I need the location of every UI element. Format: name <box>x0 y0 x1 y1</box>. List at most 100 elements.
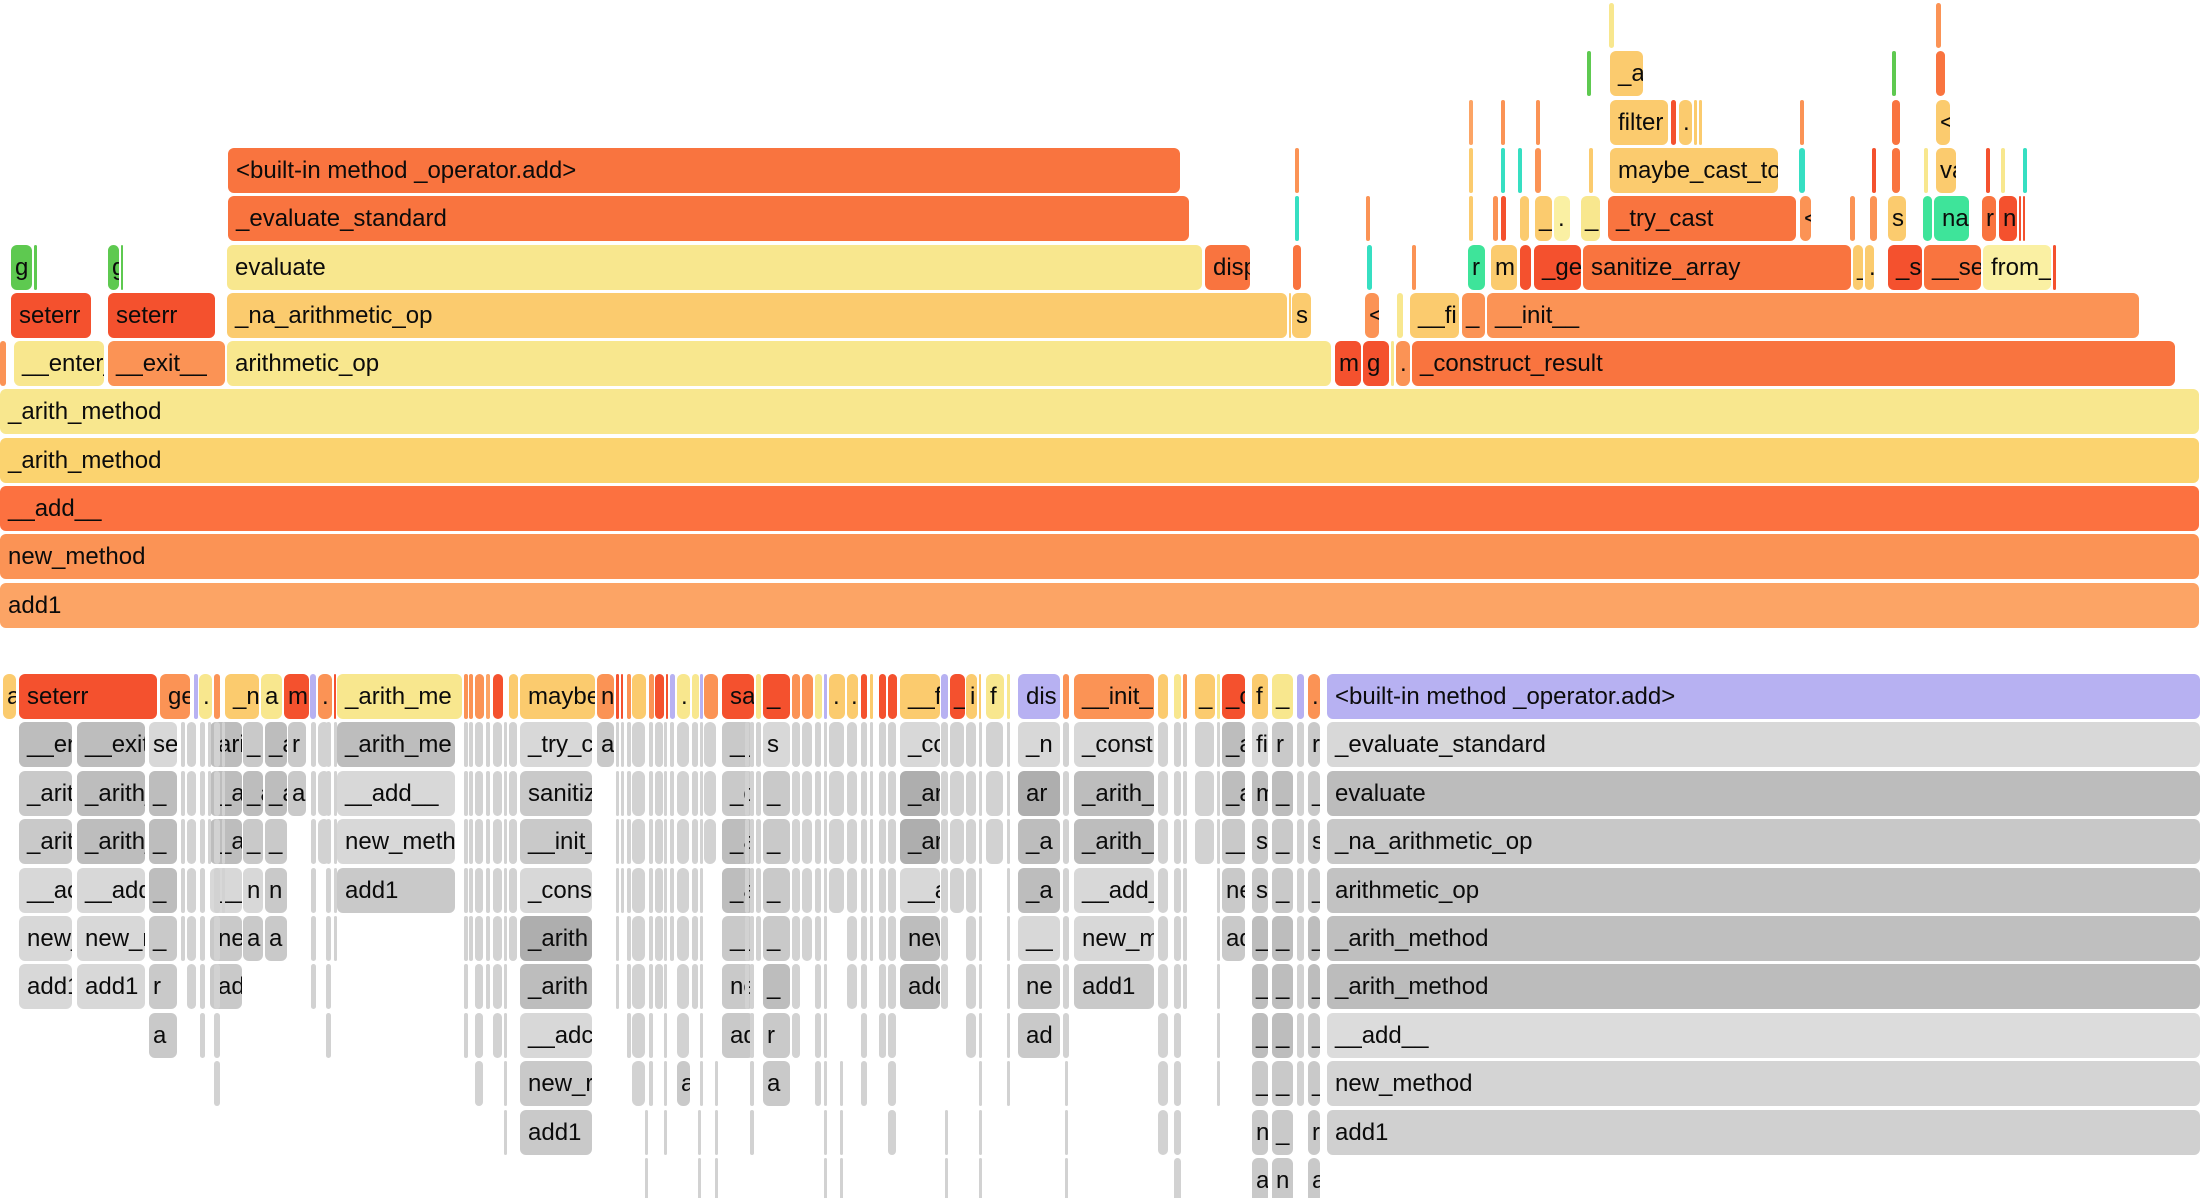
frame-tail[interactable] <box>815 916 821 961</box>
frame-tail[interactable] <box>187 819 196 864</box>
frame-cell[interactable]: _try_c <box>520 722 592 767</box>
frame-tail[interactable] <box>950 868 964 913</box>
frame-bar[interactable]: < <box>1936 100 1950 145</box>
frame-tail[interactable] <box>677 771 689 816</box>
frame-cell[interactable]: s <box>1252 868 1268 913</box>
frame-tail[interactable] <box>888 1110 896 1155</box>
frame-tail[interactable] <box>664 819 667 864</box>
frame-sliver[interactable] <box>1007 674 1010 719</box>
frame-tail[interactable] <box>1007 1013 1010 1058</box>
frame-tail[interactable] <box>616 722 619 767</box>
frame-tail[interactable] <box>187 964 196 1009</box>
frame-tail[interactable] <box>677 868 689 913</box>
frame-tail[interactable] <box>692 916 698 961</box>
frame-sliver[interactable] <box>1469 196 1473 241</box>
frame-cell[interactable]: __add__ <box>1327 1013 2200 1058</box>
frame-cell[interactable]: ad <box>1222 916 1245 961</box>
frame-tail[interactable] <box>979 964 982 1009</box>
frame-tail[interactable] <box>1297 1061 1304 1106</box>
frame-cell[interactable]: _ <box>1308 1013 1320 1058</box>
frame-tail[interactable] <box>504 964 507 1009</box>
frame-tail[interactable] <box>745 868 749 913</box>
frame-cell[interactable]: r <box>1272 722 1293 767</box>
frame-tail[interactable] <box>847 868 857 913</box>
frame-tail[interactable] <box>861 771 867 816</box>
frame-cell[interactable]: ne <box>1018 964 1060 1009</box>
frame-tail[interactable] <box>655 722 663 767</box>
frame-sliver[interactable] <box>1493 196 1498 241</box>
frame-tail[interactable] <box>815 1061 821 1106</box>
frame-tail[interactable] <box>1217 1061 1220 1106</box>
frame-cell[interactable]: ad <box>1018 1013 1060 1058</box>
frame-tail[interactable] <box>670 916 674 961</box>
frame-tail[interactable] <box>664 1110 667 1155</box>
frame-tail[interactable] <box>509 819 517 864</box>
frame-tail[interactable] <box>888 868 896 913</box>
frame-tail[interactable] <box>645 1110 648 1155</box>
frame-tail[interactable] <box>756 771 761 816</box>
frame-cell[interactable]: n <box>1252 1110 1268 1155</box>
frame-tail[interactable] <box>756 819 761 864</box>
frame-tail[interactable] <box>792 868 800 913</box>
frame-cell[interactable]: a <box>1308 1158 1320 1198</box>
frame-sliver[interactable] <box>1289 293 1291 338</box>
frame-tail[interactable] <box>664 722 667 767</box>
frame-bar[interactable]: _s <box>1888 245 1922 290</box>
frame-sliver[interactable] <box>1699 100 1702 145</box>
frame-tail[interactable] <box>847 964 857 1009</box>
frame-tail[interactable] <box>704 722 716 767</box>
frame-tail[interactable] <box>475 771 483 816</box>
frame-tail[interactable] <box>214 916 220 961</box>
frame-tail[interactable] <box>756 916 761 961</box>
frame-tail[interactable] <box>1158 771 1168 816</box>
frame-sliver[interactable] <box>824 674 827 719</box>
frame-sliver[interactable] <box>632 674 646 719</box>
frame-tail[interactable] <box>486 916 490 961</box>
frame-tail[interactable] <box>632 1013 645 1058</box>
frame-cell[interactable]: _ <box>763 916 790 961</box>
frame-tail[interactable] <box>824 819 827 864</box>
frame-tail[interactable] <box>966 868 976 913</box>
frame-sliver[interactable] <box>469 674 473 719</box>
frame-tail[interactable] <box>1063 722 1069 767</box>
frame-tail[interactable] <box>627 1013 631 1058</box>
frame-bar[interactable]: s <box>1888 196 1906 241</box>
frame-bar[interactable]: < <box>1365 293 1379 338</box>
frame-tail[interactable] <box>1195 722 1214 767</box>
frame-tail[interactable] <box>655 916 663 961</box>
frame-bar[interactable]: disp <box>1205 245 1250 290</box>
frame-sliver[interactable] <box>1397 293 1403 338</box>
frame-tail[interactable] <box>504 916 507 961</box>
frame-cell[interactable]: _ <box>149 868 177 913</box>
frame-tail[interactable] <box>208 722 211 767</box>
frame-tail[interactable] <box>692 771 698 816</box>
frame-tail[interactable] <box>829 819 844 864</box>
frame-sliver[interactable] <box>1870 196 1877 241</box>
frame-cell[interactable]: _ <box>1308 964 1320 1009</box>
frame-cell[interactable]: _ <box>149 819 177 864</box>
frame-cell[interactable]: _ <box>1272 1013 1293 1058</box>
frame-tail[interactable] <box>621 868 624 913</box>
frame-cell[interactable]: add1 <box>1074 964 1154 1009</box>
frame-tail[interactable] <box>334 722 337 767</box>
frame-tail[interactable] <box>504 771 507 816</box>
frame-tail[interactable] <box>627 722 631 767</box>
frame-tail[interactable] <box>334 771 337 816</box>
frame-cell[interactable]: _n <box>1018 722 1060 767</box>
frame-tail[interactable] <box>745 964 749 1009</box>
frame-tail[interactable] <box>824 1061 827 1106</box>
frame-tail[interactable] <box>493 819 502 864</box>
frame-sliver[interactable] <box>802 674 813 719</box>
frame-tail[interactable] <box>504 722 507 767</box>
frame-cell[interactable]: add1 <box>1327 1110 2200 1155</box>
frame-bar[interactable]: a <box>3 674 16 719</box>
frame-bar[interactable]: na <box>1934 196 1969 241</box>
frame-cell[interactable]: a <box>677 1061 690 1106</box>
frame-cell[interactable]: _ <box>1272 868 1293 913</box>
frame-tail[interactable] <box>677 1013 689 1058</box>
frame-cell[interactable]: add1 <box>337 868 455 913</box>
frame-sliver[interactable] <box>464 674 468 719</box>
frame-tail[interactable] <box>493 916 502 961</box>
frame-tail[interactable] <box>616 819 619 864</box>
frame-tail[interactable] <box>222 868 225 913</box>
